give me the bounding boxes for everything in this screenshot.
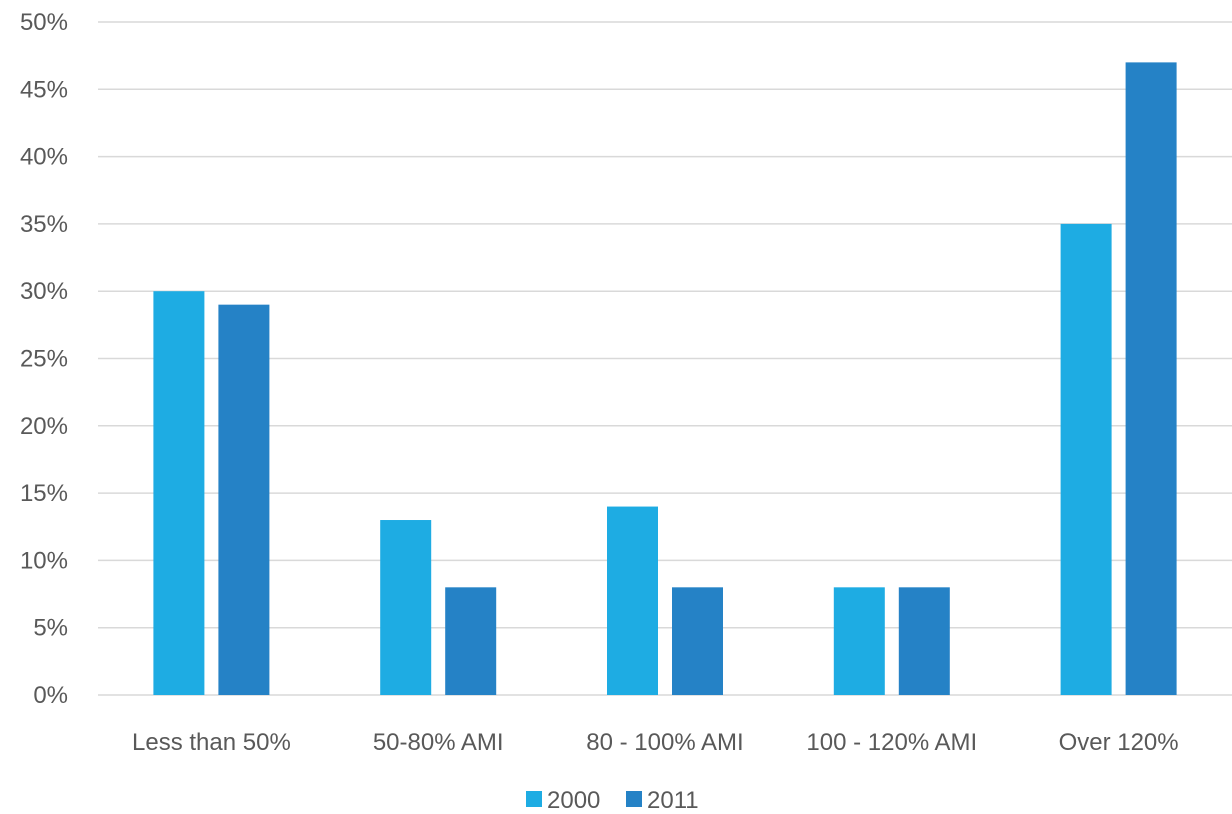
legend: 2000 2011: [526, 787, 699, 814]
y-tick-label: 15%: [20, 480, 68, 507]
category-label: Over 120%: [1059, 729, 1179, 756]
bar-2011-4: [1125, 62, 1177, 695]
bar-2000-3: [833, 587, 885, 695]
y-tick-label: 5%: [33, 615, 68, 642]
bar-2011-2: [672, 587, 723, 695]
bar-2000-0: [153, 291, 205, 695]
legend-label: 2000: [547, 787, 600, 814]
bar-2000-4: [1060, 223, 1112, 695]
y-tick-label: 40%: [20, 144, 68, 171]
y-axis-ticks: 0% 5% 10% 15% 20% 25% 30% 35% 40% 45% 50%: [20, 9, 68, 709]
bar-2011-3: [898, 587, 950, 695]
legend-swatch-2011: [626, 791, 642, 807]
y-tick-label: 10%: [20, 547, 68, 574]
category-label: 80 - 100% AMI: [586, 729, 743, 756]
x-axis-categories: Less than 50% 50-80% AMI 80 - 100% AMI 100 …: [132, 729, 1179, 756]
bar-2011-0: [218, 304, 270, 695]
bar-2011-1: [445, 587, 497, 695]
bar-2000-1: [380, 520, 432, 695]
gridlines: [98, 21, 1232, 696]
y-tick-label: 25%: [20, 346, 68, 373]
y-tick-label: 0%: [33, 682, 68, 709]
category-label: 100 - 120% AMI: [806, 729, 977, 756]
category-label: Less than 50%: [132, 729, 291, 756]
bars: [153, 62, 1177, 695]
y-tick-label: 20%: [20, 413, 68, 440]
y-tick-label: 45%: [20, 76, 68, 103]
y-tick-label: 30%: [20, 278, 68, 305]
legend-label: 2011: [647, 787, 699, 814]
y-tick-label: 35%: [20, 211, 68, 238]
legend-swatch-2000: [526, 791, 542, 807]
category-label: 50-80% AMI: [373, 729, 504, 756]
bar-2000-2: [607, 506, 658, 695]
y-tick-label: 50%: [20, 9, 68, 36]
